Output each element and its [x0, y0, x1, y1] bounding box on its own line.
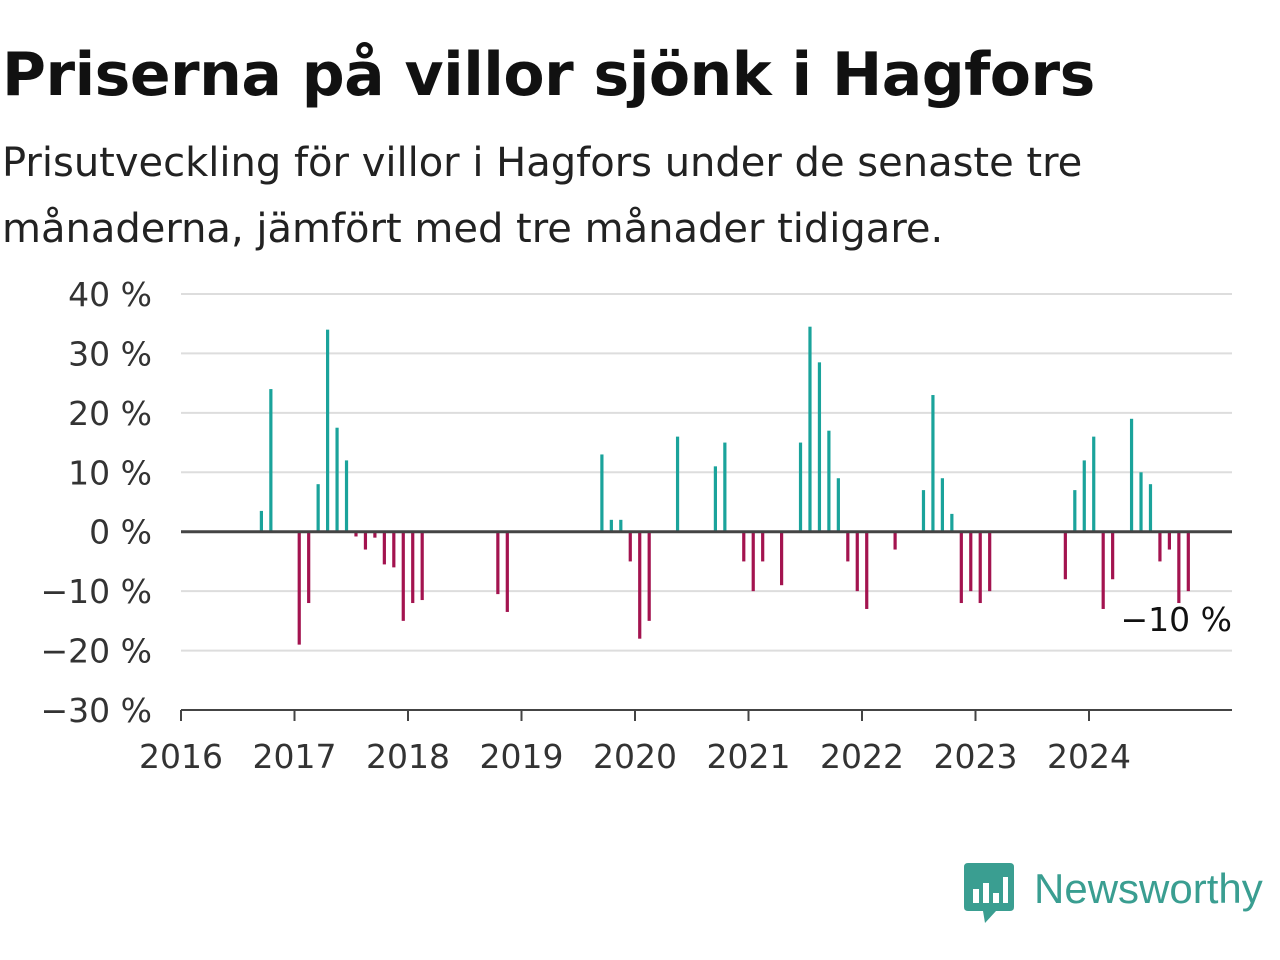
bar — [1101, 531, 1105, 609]
bar-chart: 40 %30 %20 %10 %0 %−10 %−20 %−30 % 2016 2… — [41, 275, 1233, 776]
last-value-label: −10 % — [1121, 600, 1233, 639]
bar — [761, 531, 765, 562]
y-tick-label: 10 % — [68, 453, 152, 492]
bar — [373, 531, 377, 538]
bar — [978, 531, 982, 604]
bar — [1092, 436, 1096, 532]
x-tick-label: 2020 — [593, 737, 677, 776]
brand-logo: Newsworthy — [964, 862, 1263, 926]
x-tick-label: 2016 — [139, 737, 223, 776]
bar — [950, 513, 954, 532]
bar — [969, 531, 973, 592]
y-tick-label: −30 % — [41, 691, 153, 730]
bar — [808, 326, 812, 532]
bar — [647, 531, 651, 621]
chart-title: Priserna på villor sjönk i Hagfors — [2, 40, 1095, 110]
x-tick-label: 2023 — [934, 737, 1018, 776]
bar — [846, 531, 850, 562]
grid-lines — [181, 293, 1232, 652]
bar — [600, 454, 604, 532]
bar — [401, 531, 405, 621]
bar — [751, 531, 755, 592]
bar — [1129, 418, 1134, 532]
bar — [723, 442, 727, 532]
bar — [259, 510, 263, 532]
bar — [344, 460, 349, 532]
newsworthy-logo-icon — [964, 863, 1014, 923]
axes — [180, 530, 1232, 721]
bar — [931, 395, 935, 532]
y-tick-label: 30 % — [68, 334, 152, 373]
bar — [940, 478, 944, 532]
bar — [865, 531, 869, 609]
bar — [420, 531, 424, 601]
bar — [675, 436, 680, 532]
bar — [628, 531, 632, 562]
bar — [335, 427, 339, 532]
bar — [713, 466, 717, 532]
y-tick-label: −10 % — [41, 572, 153, 611]
bar — [893, 531, 897, 550]
x-tick-label: 2024 — [1047, 737, 1131, 776]
chart-subtitle: Prisutveckling för villor i Hagfors unde… — [2, 140, 1083, 252]
bars — [259, 326, 1190, 645]
bar — [1167, 531, 1171, 550]
bar — [609, 519, 613, 532]
bar — [780, 531, 784, 586]
bar — [619, 519, 623, 532]
bar — [1139, 472, 1143, 532]
bar — [354, 531, 358, 537]
annotations: −10 % — [1121, 600, 1233, 639]
bar — [817, 362, 822, 532]
bar — [411, 531, 415, 604]
bar — [638, 531, 642, 639]
bar — [392, 531, 396, 568]
bar — [1073, 490, 1077, 532]
bar — [1063, 531, 1067, 580]
bar — [959, 531, 963, 604]
bar — [496, 531, 500, 595]
y-tick-label: 0 % — [89, 513, 152, 552]
bar — [1111, 531, 1115, 580]
bar — [742, 531, 746, 562]
bar — [505, 531, 509, 612]
bar — [827, 430, 831, 532]
bar — [297, 531, 301, 645]
bar — [307, 531, 311, 604]
bar — [316, 484, 320, 532]
y-tick-label: −20 % — [41, 632, 153, 671]
y-axis-tick-labels: 40 % 30 % 20 % 10 % 0 % −10 % −20 % −30 % — [41, 275, 153, 730]
bar — [1158, 531, 1162, 562]
brand-name: Newsworthy — [1034, 865, 1263, 912]
bar — [836, 478, 840, 532]
x-tick-label: 2022 — [820, 737, 904, 776]
bar — [798, 442, 803, 532]
bar — [1148, 484, 1153, 532]
y-tick-label: 40 % — [68, 275, 152, 314]
y-tick-label: 20 % — [68, 394, 152, 433]
bar — [1186, 531, 1190, 592]
bar — [855, 531, 859, 592]
x-tick-label: 2018 — [366, 737, 450, 776]
bar — [921, 490, 926, 532]
x-tick-label: 2019 — [480, 737, 564, 776]
bar — [269, 389, 273, 532]
x-axis-tick-labels: 2016 2017 2018 2019 2020 2021 2022 2023 2024 — [139, 737, 1131, 776]
bar — [1082, 460, 1086, 532]
bar — [326, 329, 330, 532]
x-tick-label: 2021 — [707, 737, 791, 776]
bar — [988, 531, 992, 592]
bar — [1177, 531, 1181, 604]
bar — [363, 531, 368, 550]
x-tick-label: 2017 — [253, 737, 337, 776]
bar — [382, 531, 386, 565]
